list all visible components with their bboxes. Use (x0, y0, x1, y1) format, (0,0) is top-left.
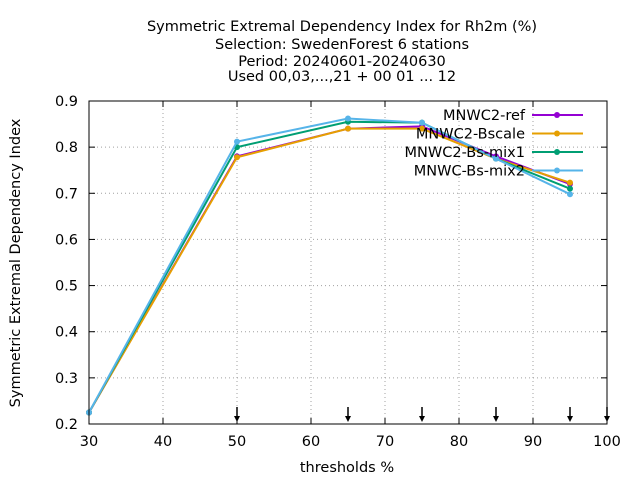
series-lines (86, 115, 573, 416)
legend: MNWC2-ref MNWC2-Bscale MNWC2-Bs-mix1 MNWC-B… (405, 108, 583, 180)
threshold-arrow (567, 407, 573, 422)
series-path (88, 117, 571, 413)
x-tick-label: 40 (154, 434, 172, 450)
x-axis-label: thresholds % (300, 460, 394, 476)
data-point (493, 155, 499, 162)
y-tick-label: 0.2 (55, 417, 78, 433)
x-tick-label: 60 (302, 434, 320, 450)
data-point (234, 154, 240, 161)
data-point (345, 115, 351, 122)
legend-label: MNWC2-Bs-mix1 (405, 145, 525, 161)
y-axis-label: Symmetric Extremal Dependency Index (8, 118, 24, 407)
legend-marker (554, 149, 560, 155)
chart-title-line-1: Symmetric Extremal Dependency Index for … (147, 19, 537, 35)
data-point (567, 185, 573, 192)
legend-entry: MNWC2-ref (443, 108, 583, 124)
data-point (234, 138, 240, 145)
legend-label: MNWC2-Bscale (416, 127, 525, 143)
y-tick-label: 0.7 (55, 186, 78, 202)
data-point (567, 179, 573, 186)
y-tick-label: 0.3 (55, 371, 78, 387)
legend-entry: MNWC-Bs-mix2 (414, 164, 583, 180)
x-tick-labels: 30 40 50 60 70 80 90 100 (80, 434, 621, 450)
legend-entry: MNWC2-Bs-mix1 (405, 145, 583, 161)
legend-entry: MNWC2-Bscale (416, 127, 583, 143)
x-tick-label: 30 (80, 434, 98, 450)
grid-lines (89, 101, 607, 424)
legend-label: MNWC2-ref (443, 108, 526, 124)
x-tick-label: 100 (593, 434, 621, 450)
legend-marker (554, 167, 560, 174)
y-tick-labels: 0.2 0.3 0.4 0.5 0.6 0.7 0.8 0.9 (55, 94, 78, 433)
threshold-arrow (419, 407, 425, 422)
plot-frame (88, 100, 608, 425)
threshold-arrow (493, 407, 499, 422)
data-point (567, 191, 573, 198)
x-tick-label: 90 (524, 434, 542, 450)
y-tick-label: 0.9 (55, 94, 78, 110)
x-tick-label: 80 (450, 434, 468, 450)
axis-ticks (88, 100, 608, 425)
y-tick-label: 0.8 (55, 140, 78, 156)
legend-marker (554, 112, 560, 118)
chart-title: Symmetric Extremal Dependency Index for … (147, 19, 537, 85)
y-tick-label: 0.4 (55, 325, 78, 341)
series-line (86, 115, 573, 416)
chart-title-line-2: Selection: SwedenForest 6 stations (215, 37, 469, 53)
x-tick-label: 70 (376, 434, 394, 450)
chart-title-line-4: Used 00,03,...,21 + 00 01 ... 12 (228, 69, 456, 85)
y-tick-label: 0.5 (55, 279, 78, 295)
threshold-arrows (234, 407, 610, 422)
legend-marker (554, 130, 560, 137)
data-point (345, 125, 351, 132)
y-tick-label: 0.6 (55, 232, 78, 248)
chart-title-line-3: Period: 20240601-20240630 (238, 54, 446, 70)
legend-label: MNWC-Bs-mix2 (414, 164, 525, 180)
threshold-arrow (345, 407, 351, 422)
data-point (419, 125, 425, 132)
data-point (419, 119, 425, 126)
x-tick-label: 50 (228, 434, 246, 450)
